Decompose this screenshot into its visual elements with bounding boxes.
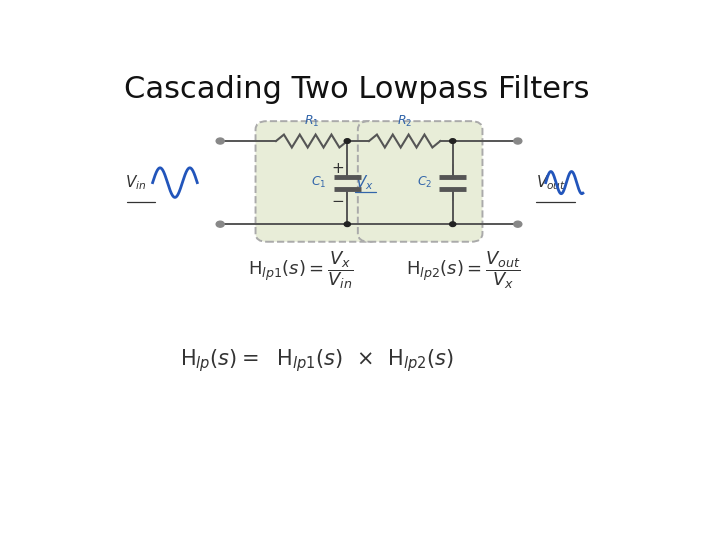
Circle shape: [514, 138, 522, 144]
Text: $C_1$: $C_1$: [311, 175, 327, 190]
Circle shape: [344, 139, 351, 143]
Text: Cascading Two Lowpass Filters: Cascading Two Lowpass Filters: [124, 75, 590, 104]
Text: $V_{out}$: $V_{out}$: [536, 173, 567, 192]
Text: $\mathrm{H}_{lp2}(s){=}\dfrac{V_{out}}{V_x}$: $\mathrm{H}_{lp2}(s){=}\dfrac{V_{out}}{V…: [406, 249, 521, 291]
Text: $-$: $-$: [331, 192, 345, 207]
Circle shape: [216, 221, 224, 227]
Text: $R_1$: $R_1$: [305, 113, 320, 129]
FancyBboxPatch shape: [256, 121, 380, 242]
Text: $\mathrm{H}_{lp}(s){=}\ \ \mathrm{H}_{lp1}(s)\ \ {\times}\ \ \mathrm{H}_{lp2}(s): $\mathrm{H}_{lp}(s){=}\ \ \mathrm{H}_{lp…: [180, 347, 454, 374]
Text: $\mathrm{H}_{lp1}(s){=}\dfrac{V_x}{V_{in}}$: $\mathrm{H}_{lp1}(s){=}\dfrac{V_x}{V_{in…: [248, 249, 354, 291]
Text: $C_2$: $C_2$: [417, 175, 432, 190]
Text: $V_x$: $V_x$: [356, 173, 374, 192]
Text: $V_{in}$: $V_{in}$: [125, 173, 147, 192]
FancyBboxPatch shape: [358, 121, 482, 242]
Circle shape: [216, 138, 224, 144]
Text: $+$: $+$: [331, 161, 345, 176]
Circle shape: [449, 222, 456, 226]
Text: $R_2$: $R_2$: [397, 113, 412, 129]
Circle shape: [514, 221, 522, 227]
Circle shape: [344, 222, 351, 226]
Circle shape: [449, 139, 456, 143]
